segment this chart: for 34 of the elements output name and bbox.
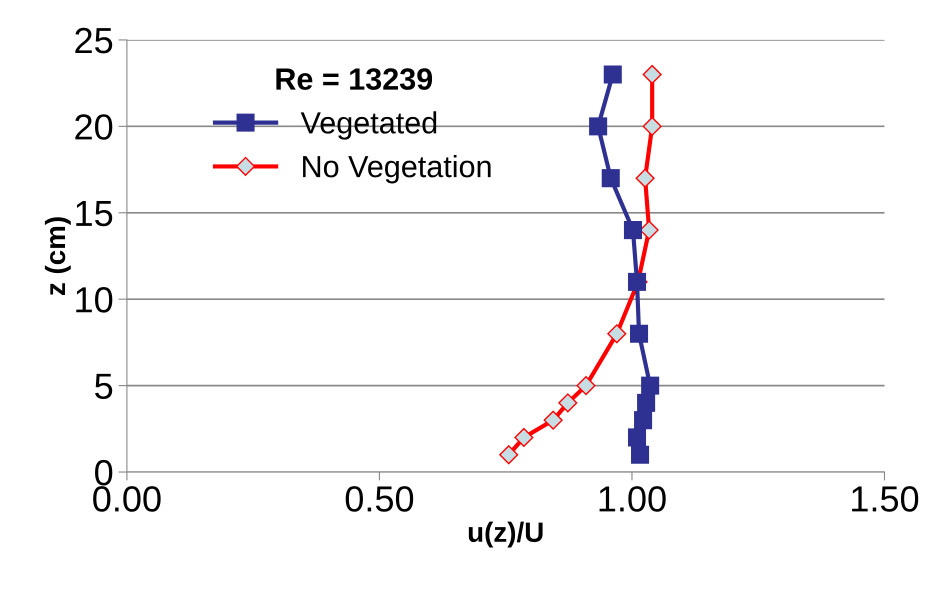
legend-title: Re = 13239 xyxy=(276,68,432,90)
point xyxy=(636,168,655,188)
x-axis-title: u(z)/U xyxy=(468,522,543,548)
y-tick-label: 25 xyxy=(75,28,112,54)
point xyxy=(624,221,642,240)
point xyxy=(642,116,662,136)
point xyxy=(604,65,622,84)
point xyxy=(637,394,656,412)
y-axis-title: z (cm) xyxy=(44,217,71,295)
point xyxy=(589,117,608,136)
point xyxy=(607,324,626,344)
y-tick-label: 15 xyxy=(76,201,112,226)
point xyxy=(642,64,662,84)
x-tick-label: 0.00 xyxy=(93,486,161,512)
point xyxy=(558,393,578,412)
x-tick-label: 1.50 xyxy=(852,486,918,512)
x-tick-label: 1.00 xyxy=(600,486,666,512)
legend-label: Vegetated xyxy=(300,111,436,140)
point xyxy=(544,410,563,430)
y-tick-label: 10 xyxy=(76,287,112,313)
point xyxy=(602,169,620,188)
point xyxy=(499,445,518,464)
point xyxy=(628,428,646,446)
point xyxy=(576,376,596,396)
y-tick-label: 5 xyxy=(95,374,112,400)
y-tick-label: 0 xyxy=(95,460,112,486)
x-tick-label: 0.50 xyxy=(346,486,414,512)
point xyxy=(634,411,652,430)
point xyxy=(631,446,650,464)
legend-label: No Vegetation xyxy=(303,154,491,184)
point xyxy=(514,428,534,447)
point xyxy=(630,324,648,343)
point xyxy=(641,376,660,395)
y-tick-label: 20 xyxy=(75,114,112,140)
